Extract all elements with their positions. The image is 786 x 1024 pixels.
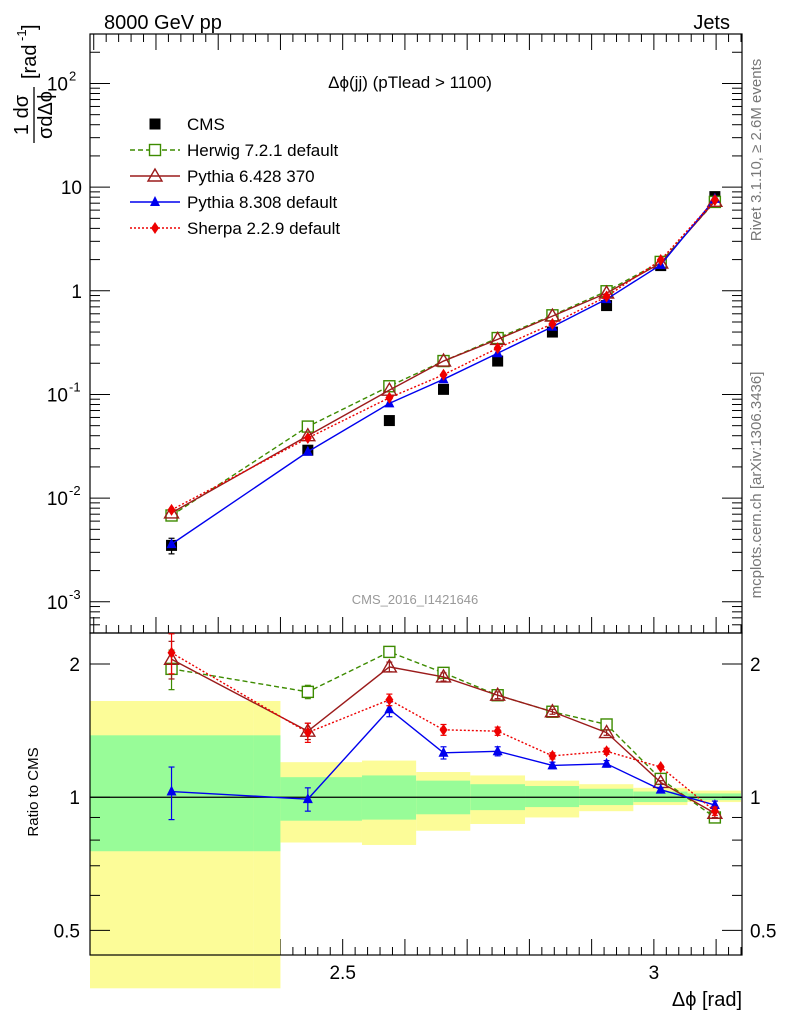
plot-title: Δϕ(jj) (pTlead > 1100) xyxy=(328,73,492,92)
y-tick-label-exponent: -2 xyxy=(69,483,81,498)
data-marker xyxy=(656,254,665,267)
main-series-line xyxy=(171,200,716,514)
legend-label: Pythia 6.428 370 xyxy=(187,167,315,186)
data-marker xyxy=(166,785,177,796)
ratio-y-tick-label-right: 2 xyxy=(750,655,761,676)
ylabel-unit: [rad xyxy=(19,45,41,79)
legend-label: Herwig 7.2.1 default xyxy=(187,141,338,160)
data-marker xyxy=(492,745,503,756)
data-marker xyxy=(598,724,615,739)
jets-label: Jets xyxy=(693,12,730,34)
x-tick-label: 2.5 xyxy=(329,963,355,984)
data-marker xyxy=(602,745,611,758)
data-marker xyxy=(151,222,159,234)
y-tick-label: 10 xyxy=(47,385,68,406)
ratio-y-tick-label-right: 1 xyxy=(750,788,761,809)
data-marker xyxy=(548,317,557,330)
data-marker xyxy=(547,759,558,770)
data-marker xyxy=(163,504,180,519)
y-tick-label: 10 xyxy=(47,74,68,95)
legend-label: CMS xyxy=(187,115,225,134)
inner-uncertainty-band xyxy=(253,735,281,852)
data-marker xyxy=(302,793,313,804)
data-marker xyxy=(544,703,561,718)
y-tick-label-exponent: 2 xyxy=(69,68,76,83)
data-marker xyxy=(546,326,558,338)
data-marker xyxy=(301,420,315,433)
y-tick-label: 10 xyxy=(47,593,68,614)
data-marker xyxy=(655,783,666,794)
data-marker xyxy=(302,445,313,456)
data-marker xyxy=(438,746,449,757)
data-marker xyxy=(383,645,396,659)
data-marker xyxy=(146,167,164,182)
data-marker xyxy=(489,686,506,701)
data-marker xyxy=(381,658,398,673)
ylabel-unit-exponent: -1 xyxy=(14,29,29,41)
data-marker xyxy=(166,538,177,549)
data-marker xyxy=(167,646,176,659)
inner-uncertainty-band xyxy=(525,786,580,808)
ylabel-denominator: σdΔϕ xyxy=(35,91,57,139)
ylabel-unit-close: ] xyxy=(19,24,41,30)
data-marker xyxy=(150,196,160,206)
ratio-y-tick-label: 0.5 xyxy=(54,921,80,942)
ratio-frame xyxy=(89,632,743,956)
data-marker xyxy=(149,118,161,130)
analysis-id-label: CMS_2016_I1421646 xyxy=(352,592,479,607)
data-marker xyxy=(435,668,452,683)
data-marker xyxy=(439,723,448,736)
data-marker xyxy=(706,804,724,819)
y-tick-label-exponent: -3 xyxy=(69,587,81,602)
ratio-y-tick-label: 2 xyxy=(69,655,80,676)
y-tick-label: 1 xyxy=(71,282,82,303)
ratio-panel: 0.5 0.5 1 1 2 2 2.5 3 xyxy=(54,632,776,989)
data-marker xyxy=(303,432,312,445)
data-marker xyxy=(493,725,502,738)
ratio-y-tick-label: 1 xyxy=(69,788,80,809)
data-marker xyxy=(492,355,504,367)
data-marker xyxy=(493,342,502,355)
data-marker xyxy=(303,726,312,739)
mcplots-label: mcplots.cern.ch [arXiv:1306.3436] xyxy=(748,372,765,599)
data-marker xyxy=(301,685,315,699)
main-y-axis-label: 1 dσ σdΔϕ [rad -1 ] xyxy=(11,24,57,143)
data-marker xyxy=(710,194,719,207)
data-marker xyxy=(167,503,176,516)
y-tick-label: 10 xyxy=(47,489,68,510)
data-marker xyxy=(656,761,665,774)
ratio-y-tick-label-right: 0.5 xyxy=(750,921,776,942)
x-tick-label: 3 xyxy=(649,963,660,984)
data-marker xyxy=(710,805,719,818)
data-marker xyxy=(435,352,452,367)
energy-label: 8000 GeV pp xyxy=(104,12,222,34)
ratio-y-axis-label: Ratio to CMS xyxy=(25,747,42,836)
data-marker xyxy=(548,749,557,762)
data-marker xyxy=(384,703,395,714)
data-marker xyxy=(438,383,450,395)
legend: CMS Herwig 7.2.1 default Pythia 6.428 370 P… xyxy=(130,115,340,238)
data-marker xyxy=(385,693,394,706)
data-marker xyxy=(601,757,612,768)
data-marker xyxy=(602,290,611,303)
legend-label: Sherpa 2.2.9 default xyxy=(187,219,340,238)
x-axis-label: Δϕ [rad] xyxy=(672,989,742,1011)
y-tick-label-exponent: -1 xyxy=(69,379,81,394)
data-marker xyxy=(385,391,394,404)
data-marker xyxy=(439,368,448,381)
data-marker xyxy=(601,300,613,312)
data-marker xyxy=(383,415,395,427)
rivet-label: Rivet 3.1.10, ≥ 2.6M events xyxy=(748,59,765,242)
y-tick-label: 10 xyxy=(61,178,82,199)
ylabel-numerator: 1 dσ xyxy=(11,94,33,135)
legend-label: Pythia 8.308 default xyxy=(187,193,338,212)
data-marker xyxy=(148,143,162,157)
